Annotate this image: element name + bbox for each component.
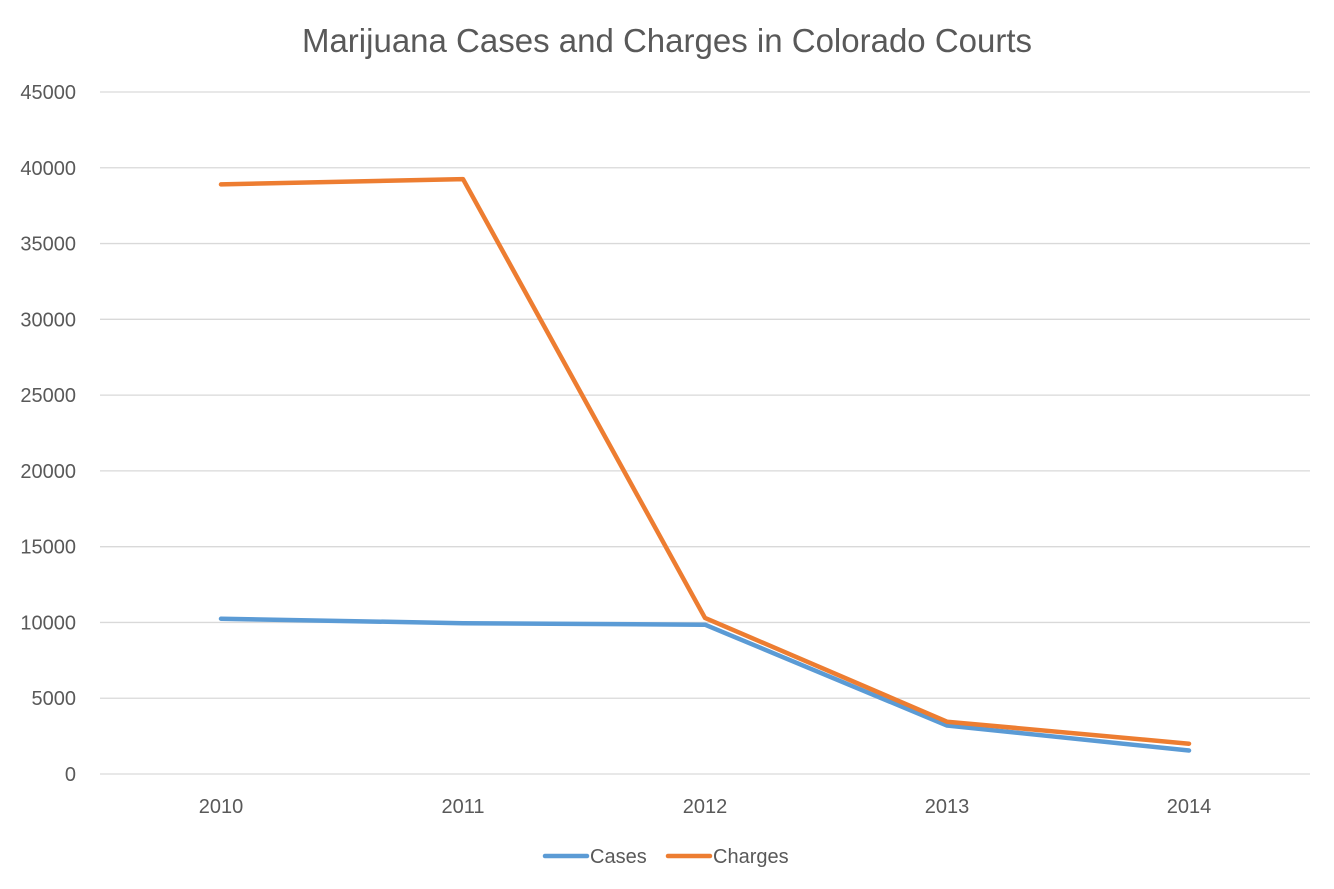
y-tick-label: 25000 (20, 385, 76, 407)
chart-title: Marijuana Cases and Charges in Colorado … (302, 22, 1032, 59)
y-tick-label: 35000 (20, 234, 76, 256)
y-tick-label: 30000 (20, 309, 76, 331)
x-tick-label: 2011 (441, 796, 484, 818)
series-line-cases (218, 616, 1192, 753)
y-tick-label: 15000 (20, 537, 76, 559)
x-tick-label: 2012 (683, 796, 728, 818)
legend: Cases Charges (542, 846, 789, 868)
y-tick-label: 45000 (20, 82, 76, 104)
y-tick-label: 5000 (32, 688, 77, 710)
series-line-charges (218, 176, 1192, 746)
legend-label-charges: Charges (713, 846, 789, 868)
y-axis: 0 5000 10000 15000 20000 25000 30000 35000 40000… (20, 82, 76, 786)
x-tick-label: 2014 (1167, 796, 1212, 818)
series-lines (218, 176, 1192, 753)
y-tick-label: 0 (65, 764, 76, 786)
legend-label-cases: Cases (590, 846, 647, 868)
gridlines (100, 91, 1310, 775)
y-tick-label: 40000 (20, 158, 76, 180)
x-axis: 2010 2011 2012 2013 2014 (199, 796, 1212, 818)
x-tick-label: 2013 (925, 796, 970, 818)
y-tick-label: 10000 (20, 612, 76, 634)
x-tick-label: 2010 (199, 796, 244, 818)
y-tick-label: 20000 (20, 461, 76, 483)
